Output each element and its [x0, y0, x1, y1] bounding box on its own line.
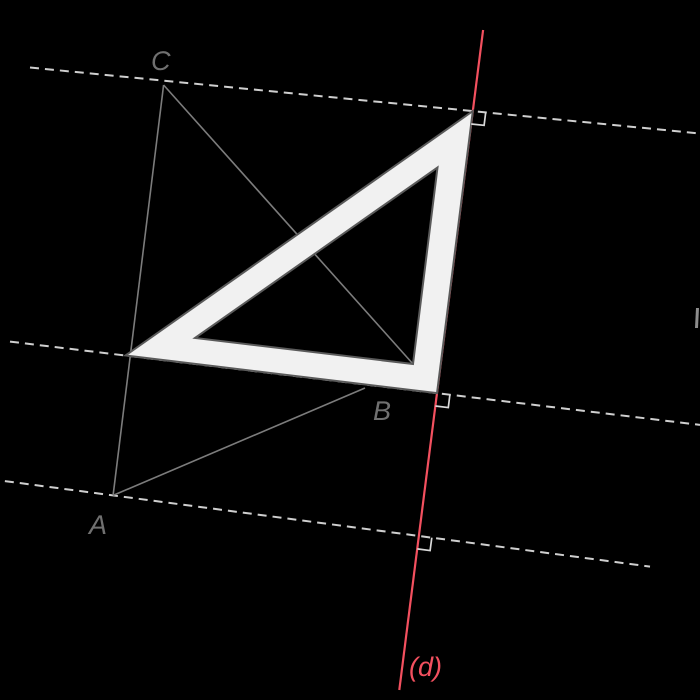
svg-text:A: A: [87, 510, 107, 540]
svg-text:C: C: [151, 46, 171, 76]
svg-text:B: B: [373, 396, 391, 426]
svg-text:(d): (d): [409, 652, 442, 682]
